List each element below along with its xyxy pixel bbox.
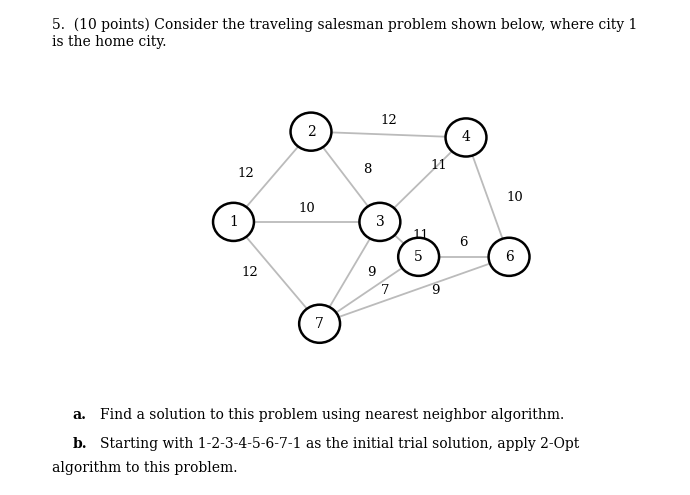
- Text: 11: 11: [431, 159, 447, 172]
- Text: 12: 12: [380, 114, 397, 127]
- Text: 11: 11: [413, 229, 429, 243]
- Text: a.: a.: [72, 408, 86, 422]
- Ellipse shape: [213, 203, 254, 241]
- Text: 8: 8: [363, 163, 371, 176]
- Text: algorithm to this problem.: algorithm to this problem.: [52, 461, 237, 475]
- Text: 9: 9: [432, 284, 440, 297]
- Text: 12: 12: [237, 167, 254, 180]
- Text: 5.  (10 points) Consider the traveling salesman problem shown below, where city : 5. (10 points) Consider the traveling sa…: [52, 17, 637, 32]
- Ellipse shape: [359, 203, 400, 241]
- Ellipse shape: [299, 305, 340, 343]
- Text: 6: 6: [460, 237, 468, 249]
- Text: 2: 2: [306, 125, 315, 139]
- Text: 6: 6: [504, 250, 513, 264]
- Ellipse shape: [290, 112, 331, 150]
- Ellipse shape: [489, 238, 529, 276]
- Text: Find a solution to this problem using nearest neighbor algorithm.: Find a solution to this problem using ne…: [100, 408, 564, 422]
- Text: 1: 1: [229, 215, 238, 229]
- Text: 5: 5: [414, 250, 423, 264]
- Text: 10: 10: [506, 191, 523, 203]
- Text: 10: 10: [298, 201, 315, 214]
- Text: 7: 7: [381, 284, 390, 297]
- Text: 4: 4: [462, 131, 471, 145]
- Text: b.: b.: [72, 437, 87, 450]
- Text: 7: 7: [315, 317, 324, 331]
- Ellipse shape: [398, 238, 439, 276]
- Text: Starting with 1-2-3-4-5-6-7-1 as the initial trial solution, apply 2-Opt: Starting with 1-2-3-4-5-6-7-1 as the ini…: [100, 437, 580, 450]
- Ellipse shape: [446, 118, 486, 156]
- Text: 9: 9: [367, 266, 375, 279]
- Text: 3: 3: [375, 215, 384, 229]
- Text: 12: 12: [241, 266, 258, 279]
- Text: is the home city.: is the home city.: [52, 35, 166, 49]
